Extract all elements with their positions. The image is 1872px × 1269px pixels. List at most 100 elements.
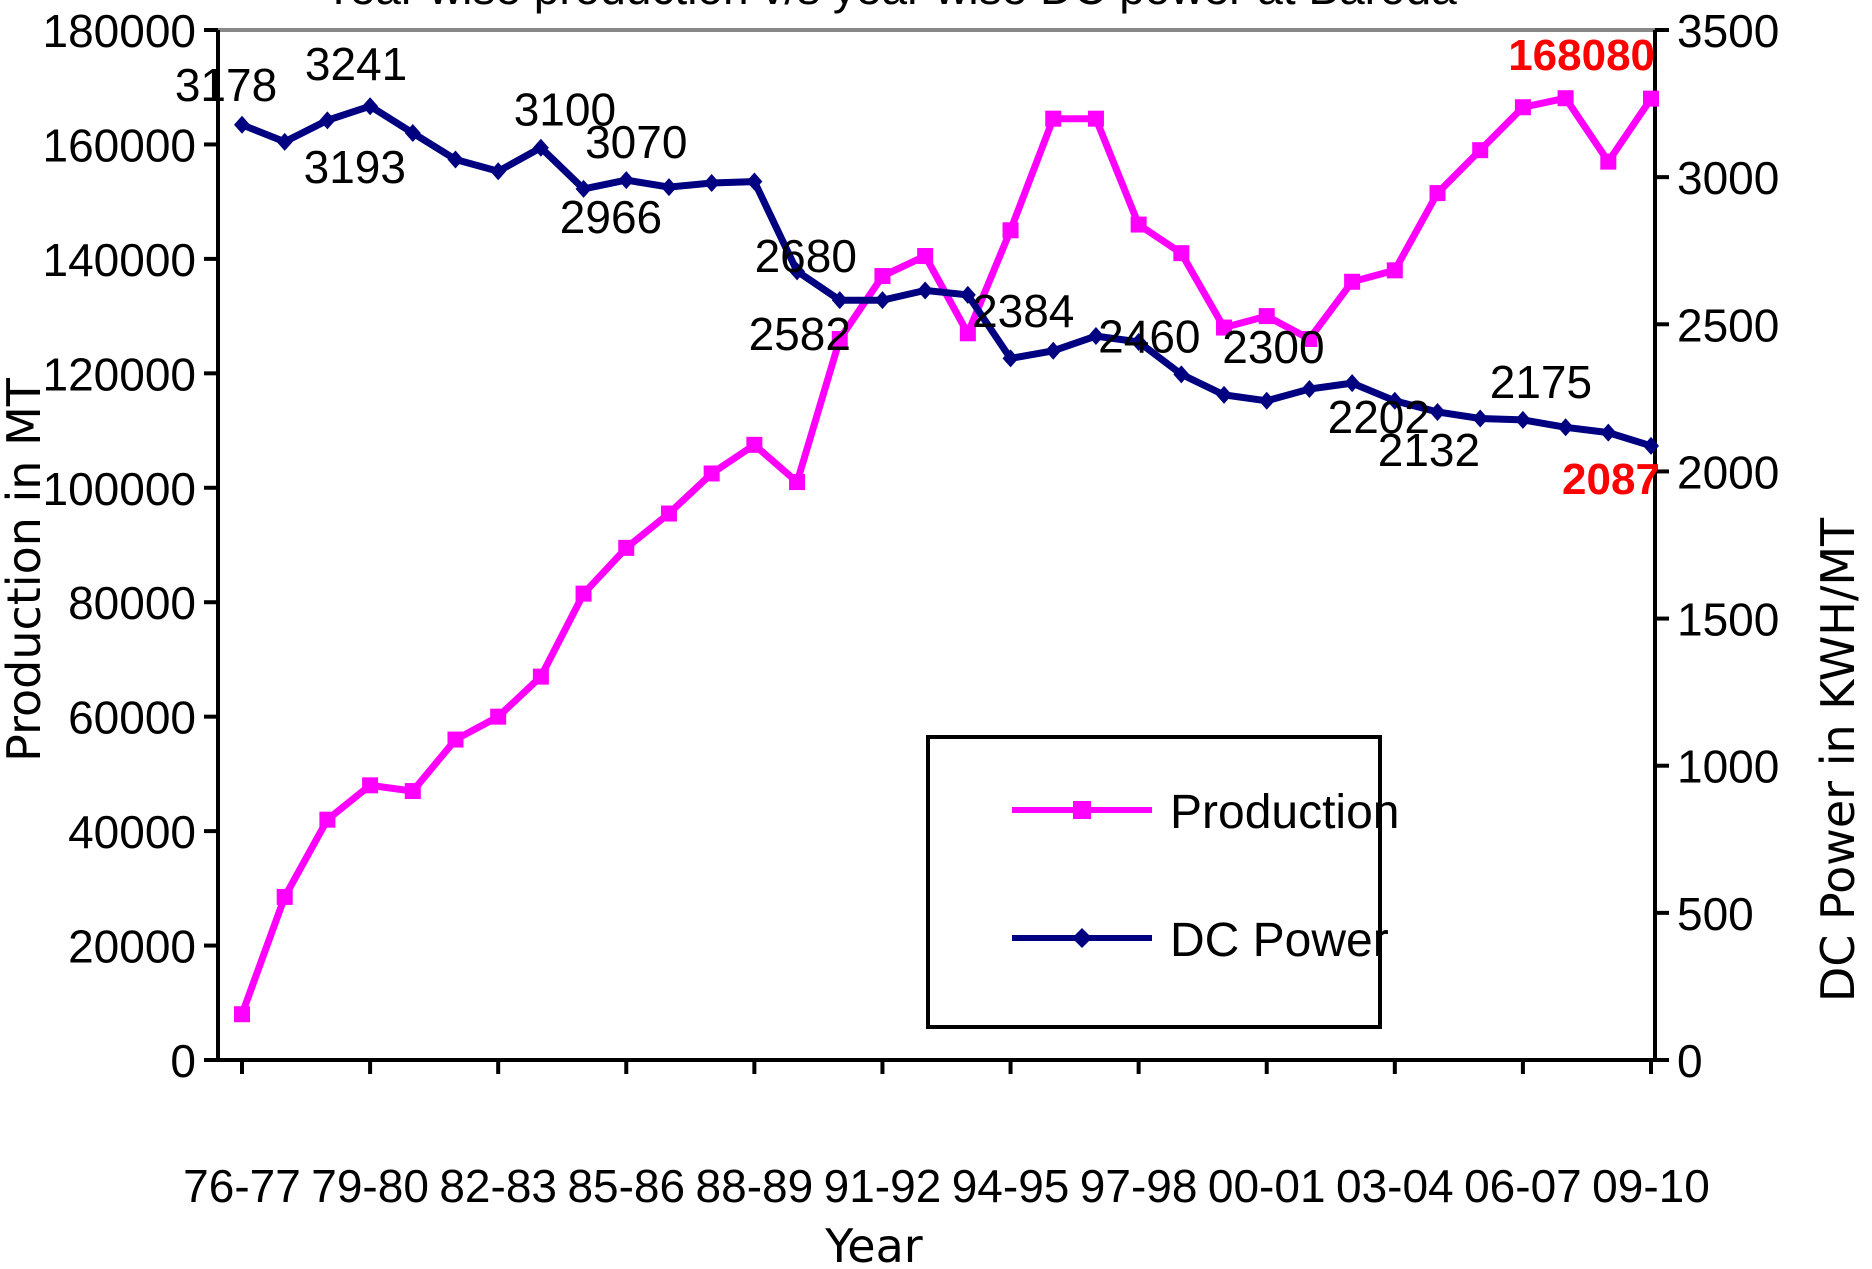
point-dc-power <box>1600 423 1617 442</box>
point-production <box>1087 110 1104 127</box>
legend: Production DC Power <box>926 735 1399 1029</box>
point-dc-power <box>1002 349 1019 368</box>
data-label: 2582 <box>749 308 851 360</box>
point-dc-power <box>1087 327 1104 346</box>
point-production <box>1173 245 1190 262</box>
y-left-tick-label: 20000 <box>68 921 196 973</box>
point-dc-power <box>490 162 507 181</box>
point-dc-power <box>831 291 848 310</box>
point-dc-power <box>1472 409 1489 428</box>
point-production <box>1472 142 1489 159</box>
y-right-tick-label: 0 <box>1677 1035 1703 1087</box>
y-right-tick-label: 500 <box>1677 888 1754 940</box>
point-dc-power <box>1173 365 1190 384</box>
x-tick-label: 88-89 <box>696 1160 814 1212</box>
legend-item-dc-power: DC Power <box>1012 914 1389 967</box>
x-tick-label: 79-80 <box>311 1160 429 1212</box>
data-label: 2460 <box>1098 310 1200 362</box>
y-right-tick-label: 2000 <box>1677 446 1779 498</box>
legend-item-production: Production <box>1012 786 1399 839</box>
legend-box <box>926 735 1382 1029</box>
point-production <box>1557 90 1574 107</box>
x-tick-label: 06-07 <box>1464 1160 1582 1212</box>
point-dc-power <box>319 111 336 130</box>
point-dc-power <box>362 97 379 116</box>
legend-production-marker <box>1073 801 1091 819</box>
y-axis-right-title: DC Power in KWH/MT <box>1811 517 1865 1002</box>
point-dc-power <box>1386 391 1403 410</box>
series-layer <box>234 90 1659 1023</box>
y-left-tick-label: 160000 <box>43 119 197 171</box>
point-dc-power <box>618 171 635 190</box>
x-tick-label: 82-83 <box>439 1160 557 1212</box>
x-tick-label: 00-01 <box>1208 1160 1326 1212</box>
y-right-tick-label: 1500 <box>1677 594 1779 646</box>
data-label: 2132 <box>1378 424 1480 476</box>
point-production <box>1344 273 1361 290</box>
axes: 0200004000060000800001000001200001400001… <box>43 5 1780 1212</box>
y-left-tick-label: 180000 <box>43 5 197 57</box>
point-dc-power <box>575 179 592 198</box>
point-production <box>1301 331 1318 347</box>
x-tick-label: 85-86 <box>567 1160 685 1212</box>
point-production <box>1045 110 1062 127</box>
point-dc-power <box>1344 374 1361 393</box>
data-label: 2300 <box>1222 321 1324 373</box>
point-production <box>1130 216 1147 233</box>
legend-dc-power-label: DC Power <box>1170 914 1389 967</box>
point-dc-power <box>1216 385 1233 404</box>
y-left-tick-label: 40000 <box>68 806 196 858</box>
point-production <box>234 1006 250 1023</box>
point-production <box>276 888 293 905</box>
x-tick-label: 76-77 <box>183 1160 301 1212</box>
data-label: 2966 <box>560 191 662 243</box>
y-axis-left-title: Production in MT <box>0 377 51 762</box>
point-production <box>490 708 507 725</box>
data-label: 3241 <box>305 38 407 90</box>
data-label: 3100 <box>514 84 616 136</box>
point-production <box>746 436 763 453</box>
x-tick-label: 09-10 <box>1592 1160 1710 1212</box>
point-dc-power <box>1643 436 1659 455</box>
point-production <box>703 465 720 482</box>
point-production <box>1429 185 1446 202</box>
point-dc-power <box>447 150 464 169</box>
y-right-tick-label: 3000 <box>1677 152 1779 204</box>
chart-title: Year wise production v/s year wise DC po… <box>323 0 1457 14</box>
y-left-tick-label: 100000 <box>43 463 197 515</box>
point-production <box>1514 99 1531 116</box>
point-production <box>618 539 635 556</box>
point-dc-power <box>959 285 976 304</box>
point-production <box>1386 262 1403 279</box>
data-label: 2175 <box>1490 356 1592 408</box>
point-dc-power <box>1429 402 1446 421</box>
point-production <box>789 474 806 491</box>
series-line-dc-power <box>240 102 1653 450</box>
data-label: 2087 <box>1562 455 1660 504</box>
point-dc-power <box>917 281 934 300</box>
data-label: 2202 <box>1328 391 1430 443</box>
data-label: 3193 <box>304 141 406 193</box>
point-production <box>1216 319 1233 336</box>
point-dc-power <box>874 291 891 310</box>
point-production <box>404 783 421 800</box>
point-dc-power <box>234 115 250 134</box>
point-dc-power <box>789 262 806 281</box>
y-left-tick-label: 60000 <box>68 692 196 744</box>
data-label: 2680 <box>755 230 857 282</box>
point-dc-power <box>276 132 293 151</box>
point-production <box>660 505 677 522</box>
point-production <box>1002 222 1019 239</box>
point-dc-power <box>1301 380 1318 399</box>
point-dc-power <box>1130 332 1147 351</box>
point-dc-power <box>532 138 549 157</box>
y-right-tick-label: 2500 <box>1677 299 1779 351</box>
point-production <box>1258 308 1275 325</box>
legend-production-label: Production <box>1170 786 1399 839</box>
point-dc-power <box>1514 410 1531 429</box>
point-production <box>831 331 848 347</box>
data-label: 3178 <box>175 59 277 111</box>
point-dc-power <box>1258 391 1275 410</box>
